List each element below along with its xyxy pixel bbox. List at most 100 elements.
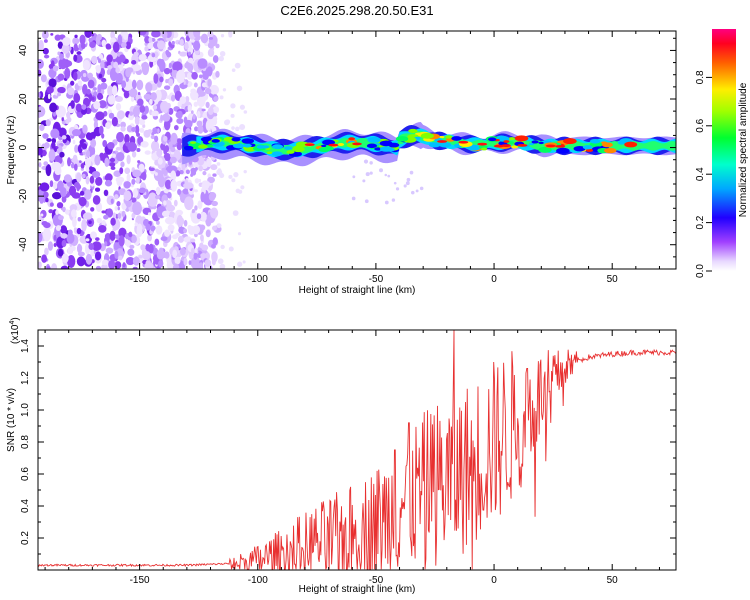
- spectrogram-noise-speckle: [235, 126, 240, 132]
- spectrogram-noise-speckle: [150, 225, 155, 232]
- spectrogram-band-blob: [211, 139, 220, 143]
- spectrogram-noise-speckle: [120, 121, 126, 129]
- spectrogram-noise-speckle: [206, 158, 212, 166]
- spectrogram-noise-speckle: [57, 73, 65, 81]
- spectrogram-noise-speckle: [51, 141, 56, 149]
- spectrogram-noise-speckle: [238, 189, 243, 194]
- spectrogram-noise-speckle: [155, 186, 161, 196]
- snr-xtick-label: -150: [130, 575, 150, 586]
- spectrogram-noise-speckle: [125, 77, 129, 83]
- spectrogram-noise-speckle: [107, 85, 114, 97]
- spectrogram-noise-speckle: [39, 124, 45, 132]
- spectrogram-noise-speckle: [60, 265, 69, 269]
- spectrogram-noise-speckle: [104, 241, 108, 247]
- spectrogram-band-blob: [200, 136, 213, 142]
- spectrogram-noise-speckle: [191, 71, 198, 80]
- spectrogram-noise-speckle: [90, 207, 95, 212]
- spectrogram-noise-speckle: [101, 77, 107, 83]
- spectrogram-noise-speckle: [133, 51, 139, 57]
- spectrogram-band-blob: [198, 144, 208, 149]
- spectrogram-noise-speckle: [107, 65, 113, 70]
- spectrogram-noise-speckle: [207, 106, 214, 116]
- spectrogram-noise-speckle: [208, 192, 216, 202]
- spectrogram-noise-speckle: [168, 41, 172, 47]
- spectrogram-noise-speckle: [43, 54, 50, 59]
- snr-xtick-label: 50: [607, 575, 619, 586]
- spectrogram-noise-speckle: [134, 124, 140, 135]
- spectrogram-noise-speckle: [198, 165, 204, 172]
- spectrogram-noise-speckle: [240, 185, 245, 190]
- spectrogram-frame: [37, 30, 677, 270]
- spectrogram-noise-speckle: [212, 106, 220, 114]
- spectrogram-noise-speckle: [55, 209, 59, 215]
- spectrogram-noise-speckle: [95, 237, 100, 241]
- spectrogram-noise-speckle: [138, 255, 143, 259]
- spectrogram-noise-speckle: [164, 145, 170, 153]
- spectrogram-noise-speckle: [84, 31, 93, 38]
- spectrogram-noise-speckle: [115, 67, 120, 74]
- spectrogram-noise-speckle: [191, 247, 195, 254]
- spectrogram-noise-speckle: [127, 142, 137, 152]
- spectrogram-noise-speckle: [101, 210, 106, 214]
- spectrogram-noise-speckle: [175, 232, 181, 237]
- spectrogram-noise-speckle: [118, 255, 123, 261]
- spectrogram-band-blob: [563, 138, 577, 145]
- spectrogram-noise-speckle: [215, 70, 220, 78]
- spectrogram-noise-speckle: [384, 173, 388, 177]
- spectrogram-noise-speckle: [153, 51, 159, 58]
- spectrogram-noise-speckle: [52, 111, 57, 117]
- spectrogram-noise-speckle: [54, 34, 61, 41]
- spectrogram-noise-speckle: [73, 227, 77, 232]
- spectrogram-noise-speckle: [110, 217, 116, 226]
- spectrogram-noise-speckle: [52, 192, 62, 200]
- spectrogram-noise-speckle: [151, 52, 156, 58]
- spectrogram-noise-speckle: [183, 236, 192, 243]
- spectrogram-noise-speckle: [60, 233, 68, 239]
- snr-series-line: [38, 330, 676, 570]
- spectrogram-noise-speckle: [352, 175, 356, 179]
- spectrogram-noise-speckle: [43, 39, 48, 43]
- spectrogram-noise-speckle: [61, 135, 67, 140]
- spectrogram-noise-speckle: [136, 223, 143, 238]
- spectrogram-noise-speckle: [67, 246, 73, 255]
- spectrogram-noise-speckle: [184, 41, 189, 50]
- snr-ytick-label: 0.2: [20, 531, 31, 545]
- spectrogram-noise-speckle: [199, 211, 208, 222]
- spectrogram-noise-speckle: [237, 232, 242, 236]
- spectrogram-noise-speckle: [364, 199, 369, 204]
- spectrogram-noise-speckle: [57, 180, 64, 192]
- spectrogram-noise-speckle: [191, 208, 196, 214]
- spectrogram-noise-speckle: [95, 176, 103, 186]
- spectrogram-band-blob: [589, 138, 601, 144]
- spectrogram-xtick-label: -50: [369, 274, 384, 285]
- spectrogram-noise-speckle: [40, 213, 44, 217]
- spectrogram-noise-speckle: [85, 253, 93, 265]
- spectrogram-band-blob: [438, 141, 452, 148]
- spectrogram-noise-speckle: [183, 219, 188, 227]
- spectrogram-noise-speckle: [154, 168, 159, 172]
- spectrogram-noise-speckle: [81, 219, 87, 232]
- spectrogram-noise-speckle: [81, 173, 86, 179]
- snr-ytick-label: 0.4: [20, 499, 31, 513]
- spectrogram-noise-speckle: [217, 258, 224, 265]
- spectrogram-noise-speckle: [64, 209, 70, 215]
- spectrogram-noise-speckle: [82, 124, 88, 134]
- snr-ylabel: SNR (10 * v/v): [6, 388, 17, 452]
- spectrogram-xlabel: Height of straight line (km): [299, 285, 416, 296]
- spectrogram-noise-speckle: [147, 195, 158, 207]
- spectrogram-noise-speckle: [105, 121, 111, 130]
- spectrogram-noise-speckle: [132, 188, 139, 198]
- spectrogram-noise-speckle: [167, 191, 172, 199]
- spectrogram-noise-speckle: [115, 102, 122, 111]
- snr-background: [38, 330, 676, 570]
- spectrogram-noise-speckle: [103, 214, 109, 220]
- spectrogram-noise-speckle: [131, 79, 137, 90]
- spectrogram-noise-speckle: [118, 54, 126, 63]
- spectrogram-noise-speckle: [243, 110, 248, 114]
- spectrogram-noise-speckle: [194, 189, 198, 193]
- spectrogram-noise-speckle: [77, 243, 82, 254]
- spectrogram-band-blob: [244, 146, 256, 152]
- spectrogram-noise-speckle: [125, 256, 135, 266]
- spectrogram-noise-speckle: [106, 208, 114, 218]
- spectrogram-noise-speckle: [211, 243, 216, 249]
